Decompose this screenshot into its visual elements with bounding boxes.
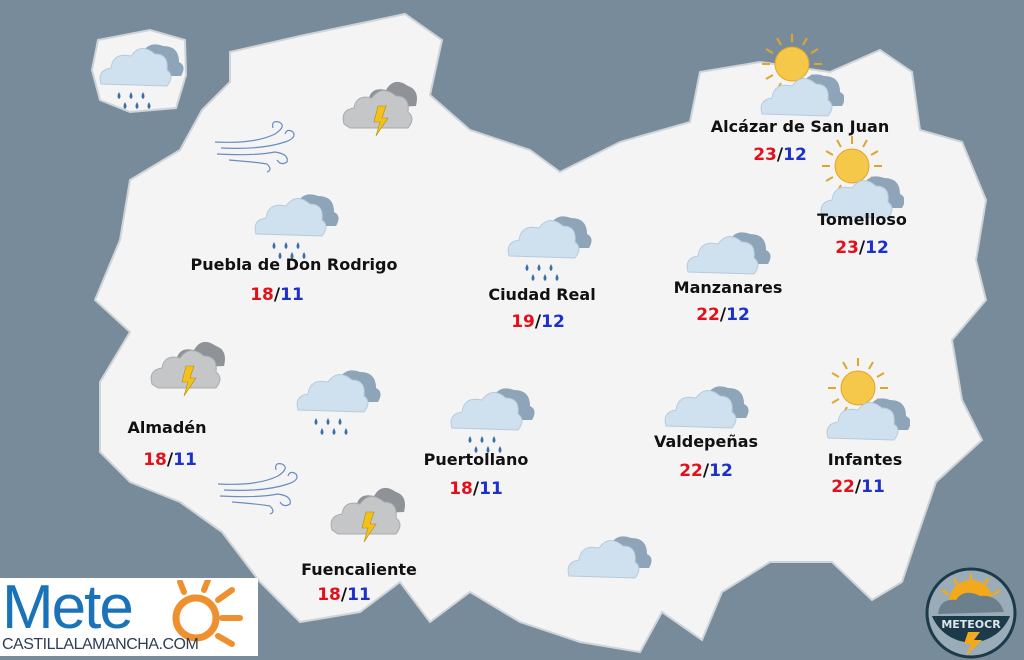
cloud-icon <box>664 386 749 429</box>
high-temp: 18 <box>143 450 167 470</box>
rain-cloud-icon <box>507 216 592 281</box>
low-temp: 11 <box>347 585 371 605</box>
location-name: Valdepeñas <box>653 432 759 451</box>
low-temp: 12 <box>709 461 733 481</box>
high-temp: 22 <box>679 461 703 481</box>
province-shape <box>93 12 988 654</box>
rain-cloud-icon <box>99 44 184 109</box>
temp-separator: / <box>854 477 862 497</box>
temp-separator: / <box>273 285 281 305</box>
location-name: Puertollano <box>423 450 529 469</box>
low-temp: 12 <box>541 312 565 332</box>
high-temp: 18 <box>317 585 341 605</box>
meteocr-logo-text: METEOCR <box>941 618 1001 631</box>
cloud-icon <box>686 232 771 275</box>
low-temp: 12 <box>865 238 889 258</box>
location-name: Ciudad Real <box>488 285 596 304</box>
wind-icon <box>215 121 295 173</box>
temperature-range: 18/11 <box>250 285 304 305</box>
temp-separator: / <box>858 238 866 258</box>
low-temp: 11 <box>479 479 503 499</box>
temperature-range: 22/11 <box>831 477 885 497</box>
storm-cloud-icon <box>342 81 417 137</box>
temp-separator: / <box>534 312 542 332</box>
temperature-range: 23/12 <box>753 145 807 165</box>
temp-separator: / <box>340 585 348 605</box>
rain-cloud-icon <box>254 194 339 259</box>
temperature-range: 18/11 <box>449 479 503 499</box>
meteocr-logo: METEOCR <box>925 567 1017 659</box>
low-temp: 12 <box>726 305 750 325</box>
low-temp: 11 <box>173 450 197 470</box>
location-name: Alcázar de San Juan <box>710 117 890 136</box>
temperature-range: 18/11 <box>143 450 197 470</box>
high-temp: 19 <box>511 312 535 332</box>
logo-main-text: Mete <box>2 573 134 642</box>
sun-cloud-icon <box>820 136 904 219</box>
logo-sub-text: CASTILLALAMANCHA.COM <box>2 636 199 653</box>
high-temp: 22 <box>696 305 720 325</box>
location-name: Almadén <box>127 418 207 437</box>
location-name: Infantes <box>827 450 903 469</box>
location-name: Tomelloso <box>817 210 907 229</box>
temperature-range: 22/12 <box>696 305 750 325</box>
high-temp: 23 <box>753 145 777 165</box>
low-temp: 11 <box>280 285 304 305</box>
storm-cloud-icon <box>150 341 225 397</box>
storm-cloud-icon <box>330 487 405 543</box>
temp-separator: / <box>702 461 710 481</box>
meteocastillalamancha-logo: Mete CASTILLALAMANCHA.COM <box>0 573 258 656</box>
high-temp: 18 <box>250 285 274 305</box>
temp-separator: / <box>166 450 174 470</box>
high-temp: 18 <box>449 479 473 499</box>
sun-cloud-icon <box>760 34 844 117</box>
high-temp: 22 <box>831 477 855 497</box>
high-temp: 23 <box>835 238 859 258</box>
temp-separator: / <box>776 145 784 165</box>
rain-cloud-icon <box>296 370 381 435</box>
temperature-range: 19/12 <box>511 312 565 332</box>
low-temp: 12 <box>783 145 807 165</box>
location-name: Puebla de Don Rodrigo <box>190 255 398 274</box>
rain-cloud-icon <box>450 388 535 453</box>
cloud-icon <box>567 536 652 579</box>
low-temp: 11 <box>861 477 885 497</box>
sun-cloud-icon <box>826 358 910 441</box>
temperature-range: 23/12 <box>835 238 889 258</box>
location-name: Fuencaliente <box>301 560 417 579</box>
location-name: Manzanares <box>673 278 783 297</box>
temp-separator: / <box>719 305 727 325</box>
wind-icon <box>218 463 298 515</box>
temperature-range: 18/11 <box>317 585 371 605</box>
temperature-range: 22/12 <box>679 461 733 481</box>
temp-separator: / <box>472 479 480 499</box>
sun-logo-icon <box>172 580 243 647</box>
